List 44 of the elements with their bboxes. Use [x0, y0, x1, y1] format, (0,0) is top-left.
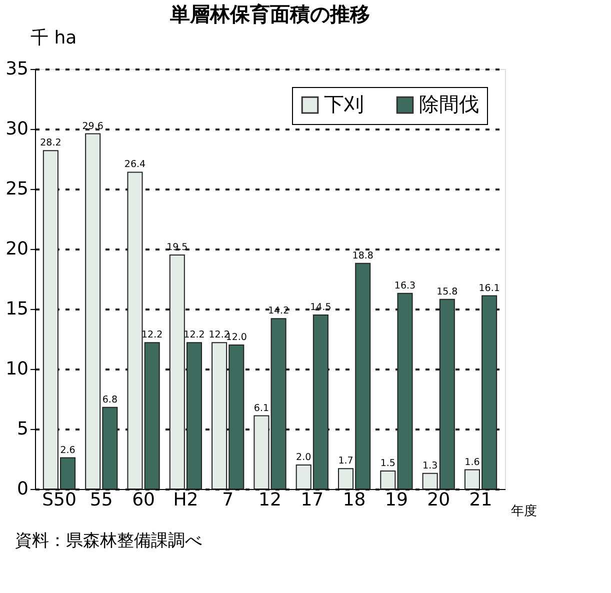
text: 19.5 — [166, 242, 188, 253]
y-tick-label: 15 — [6, 298, 28, 320]
text: 2.6 — [60, 444, 76, 456]
y-tick-label: 35 — [6, 58, 28, 80]
text: 2.0 — [296, 452, 312, 463]
y-tick-label: 10 — [6, 358, 28, 380]
text: 1.3 — [422, 460, 438, 472]
y-tick-label: 0 — [17, 478, 28, 500]
chart-title: 単層林保育面積の推移 — [169, 2, 370, 26]
text: 28.2 — [40, 138, 62, 149]
y-tick-label: 25 — [6, 178, 28, 200]
legend-label: 下刈 — [324, 92, 364, 116]
x-tick-label: S50 — [42, 490, 76, 510]
text: 18.8 — [352, 250, 374, 262]
x-tick-label: 19 — [385, 490, 408, 510]
y-tick-label: 5 — [17, 418, 28, 440]
x-tick-label: 7 — [222, 490, 234, 510]
text: 14.2 — [268, 306, 290, 317]
text: 16.1 — [478, 282, 500, 294]
x-tick-label: 18 — [342, 490, 366, 510]
text: 1.7 — [338, 456, 354, 467]
text: 1.6 — [464, 456, 480, 468]
text: 15.8 — [436, 286, 458, 298]
text: 6.1 — [254, 402, 270, 414]
y-tick-label: 20 — [6, 238, 28, 260]
x-tick-label: 20 — [427, 490, 450, 510]
x-tick-label: 55 — [90, 490, 113, 510]
y-tick-label: 30 — [6, 118, 28, 140]
x-tick-label: 12 — [258, 490, 282, 510]
text: 6.8 — [102, 394, 118, 406]
text: 16.3 — [394, 280, 416, 292]
text: 12.2 — [142, 330, 163, 341]
x-tick-label: 60 — [132, 490, 155, 510]
text: 1.5 — [380, 458, 396, 469]
text: 資料：県森林整備課調べ — [15, 531, 202, 551]
text: 14.5 — [310, 302, 332, 313]
text: 26.4 — [124, 159, 146, 170]
text: 29.6 — [82, 120, 104, 132]
y-axis-title: 千 ha — [30, 28, 77, 48]
x-tick-label: H2 — [173, 490, 198, 510]
x-tick-label: 17 — [300, 490, 324, 510]
x-axis-title: 年度 — [511, 503, 537, 519]
x-tick-label: 21 — [469, 490, 492, 510]
legend-label: 除間伐 — [419, 92, 479, 116]
